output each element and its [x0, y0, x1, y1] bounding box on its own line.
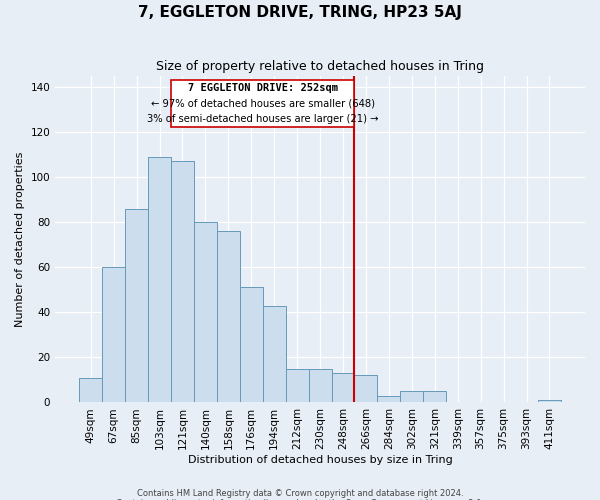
Bar: [308, 368, 332, 402]
Bar: [355, 376, 377, 402]
Text: 7, EGGLETON DRIVE, TRING, HP23 5AJ: 7, EGGLETON DRIVE, TRING, HP23 5AJ: [138, 5, 462, 20]
Bar: [377, 396, 400, 402]
Bar: [194, 222, 217, 402]
Bar: [538, 400, 561, 402]
Text: Contains HM Land Registry data © Crown copyright and database right 2024.: Contains HM Land Registry data © Crown c…: [137, 488, 463, 498]
Text: 7 EGGLETON DRIVE: 252sqm: 7 EGGLETON DRIVE: 252sqm: [188, 84, 338, 94]
Y-axis label: Number of detached properties: Number of detached properties: [15, 152, 25, 326]
Bar: [148, 156, 171, 402]
Text: Contains public sector information licensed under the Open Government Licence v : Contains public sector information licen…: [116, 498, 484, 500]
Bar: [400, 391, 423, 402]
Bar: [332, 373, 355, 402]
Bar: [263, 306, 286, 402]
Title: Size of property relative to detached houses in Tring: Size of property relative to detached ho…: [156, 60, 484, 73]
Bar: [423, 391, 446, 402]
Bar: [240, 288, 263, 403]
Bar: [102, 267, 125, 402]
Bar: [286, 368, 308, 402]
Bar: [125, 208, 148, 402]
X-axis label: Distribution of detached houses by size in Tring: Distribution of detached houses by size …: [188, 455, 452, 465]
FancyBboxPatch shape: [171, 80, 355, 128]
Bar: [79, 378, 102, 402]
Text: 3% of semi-detached houses are larger (21) →: 3% of semi-detached houses are larger (2…: [147, 114, 379, 124]
Bar: [171, 161, 194, 402]
Text: ← 97% of detached houses are smaller (648): ← 97% of detached houses are smaller (64…: [151, 98, 375, 108]
Bar: [217, 231, 240, 402]
